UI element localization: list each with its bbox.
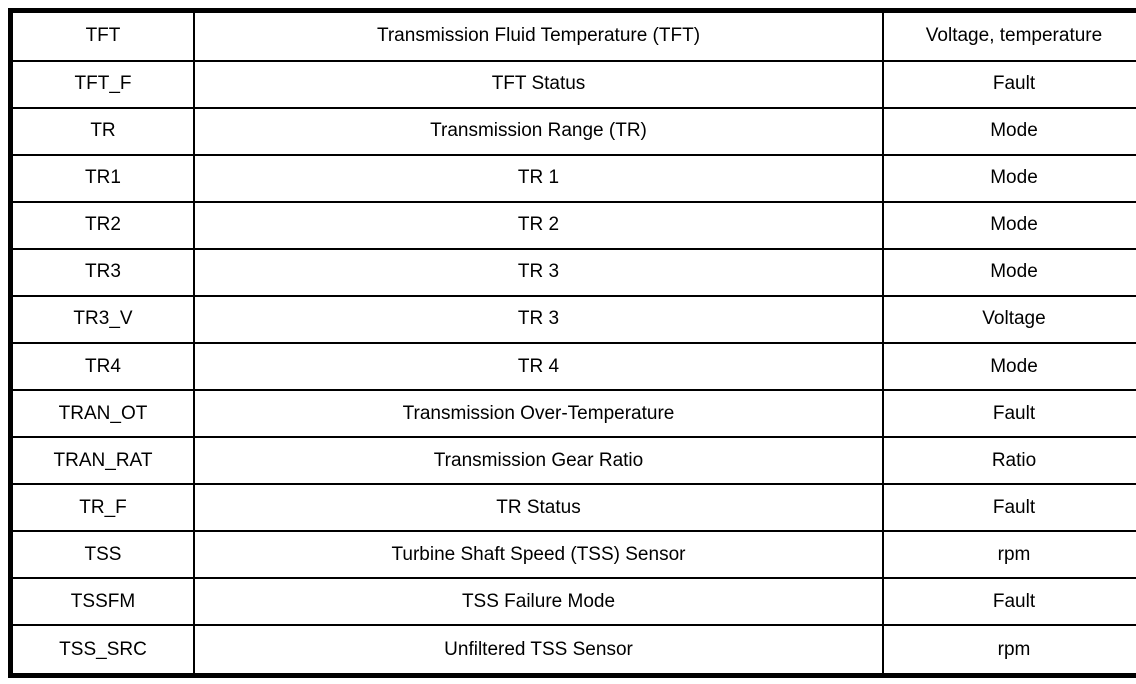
units-cell: rpm xyxy=(882,624,1136,677)
units-cell: Voltage, temperature xyxy=(882,9,1136,62)
signal-cell: TFT_F xyxy=(9,59,195,109)
signal-cell: TRAN_RAT xyxy=(9,436,195,486)
table-row: TR Transmission Range (TR) Mode xyxy=(9,106,1136,156)
description-cell: TR 2 xyxy=(193,200,884,250)
table-row: TSS_SRC Unfiltered TSS Sensor rpm xyxy=(9,624,1136,677)
signal-cell: TR3_V xyxy=(9,294,195,344)
signal-cell: TFT xyxy=(9,9,195,62)
table-row: TSS Turbine Shaft Speed (TSS) Sensor rpm xyxy=(9,530,1136,580)
units-cell: Mode xyxy=(882,200,1136,250)
signal-cell: TR3 xyxy=(9,247,195,297)
units-cell: rpm xyxy=(882,530,1136,580)
table-row: TFT Transmission Fluid Temperature (TFT)… xyxy=(9,9,1136,62)
description-cell: Turbine Shaft Speed (TSS) Sensor xyxy=(193,530,884,580)
units-cell: Ratio xyxy=(882,436,1136,486)
signal-cell: TRAN_OT xyxy=(9,389,195,439)
signal-cell: TR_F xyxy=(9,483,195,533)
description-cell: TR 3 xyxy=(193,247,884,297)
description-cell: TR 3 xyxy=(193,294,884,344)
description-cell: Transmission Over-Temperature xyxy=(193,389,884,439)
table-row: TR3 TR 3 Mode xyxy=(9,247,1136,297)
description-cell: TR 1 xyxy=(193,153,884,203)
units-cell: Fault xyxy=(882,577,1136,627)
description-cell: TSS Failure Mode xyxy=(193,577,884,627)
description-cell: Transmission Gear Ratio xyxy=(193,436,884,486)
units-cell: Fault xyxy=(882,389,1136,439)
signal-cell: TSS_SRC xyxy=(9,624,195,677)
table-row: TSSFM TSS Failure Mode Fault xyxy=(9,577,1136,627)
units-cell: Fault xyxy=(882,483,1136,533)
table-row: TR4 TR 4 Mode xyxy=(9,341,1136,392)
units-cell: Mode xyxy=(882,106,1136,156)
units-cell: Mode xyxy=(882,153,1136,203)
signal-cell: TR4 xyxy=(9,341,195,392)
signal-cell: TSS xyxy=(9,530,195,580)
table-row: TR3_V TR 3 Voltage xyxy=(9,294,1136,344)
units-cell: Fault xyxy=(882,59,1136,109)
description-cell: Unfiltered TSS Sensor xyxy=(193,624,884,677)
units-cell: Mode xyxy=(882,341,1136,392)
description-cell: TFT Status xyxy=(193,59,884,109)
signal-cell: TR2 xyxy=(9,200,195,250)
units-cell: Mode xyxy=(882,247,1136,297)
description-cell: Transmission Fluid Temperature (TFT) xyxy=(193,9,884,62)
description-cell: Transmission Range (TR) xyxy=(193,106,884,156)
signal-cell: TR xyxy=(9,106,195,156)
description-cell: TR 4 xyxy=(193,341,884,392)
signal-cell: TR1 xyxy=(9,153,195,203)
table-row: TFT_F TFT Status Fault xyxy=(9,59,1136,109)
signal-cell: TSSFM xyxy=(9,577,195,627)
units-cell: Voltage xyxy=(882,294,1136,344)
table-row: TRAN_OT Transmission Over-Temperature Fa… xyxy=(9,389,1136,439)
table-row: TR2 TR 2 Mode xyxy=(9,200,1136,250)
table-row: TR_F TR Status Fault xyxy=(9,483,1136,533)
description-cell: TR Status xyxy=(193,483,884,533)
table-row: TRAN_RAT Transmission Gear Ratio Ratio xyxy=(9,436,1136,486)
table-row: TR1 TR 1 Mode xyxy=(9,153,1136,203)
signal-table: TFT Transmission Fluid Temperature (TFT)… xyxy=(8,8,1136,678)
